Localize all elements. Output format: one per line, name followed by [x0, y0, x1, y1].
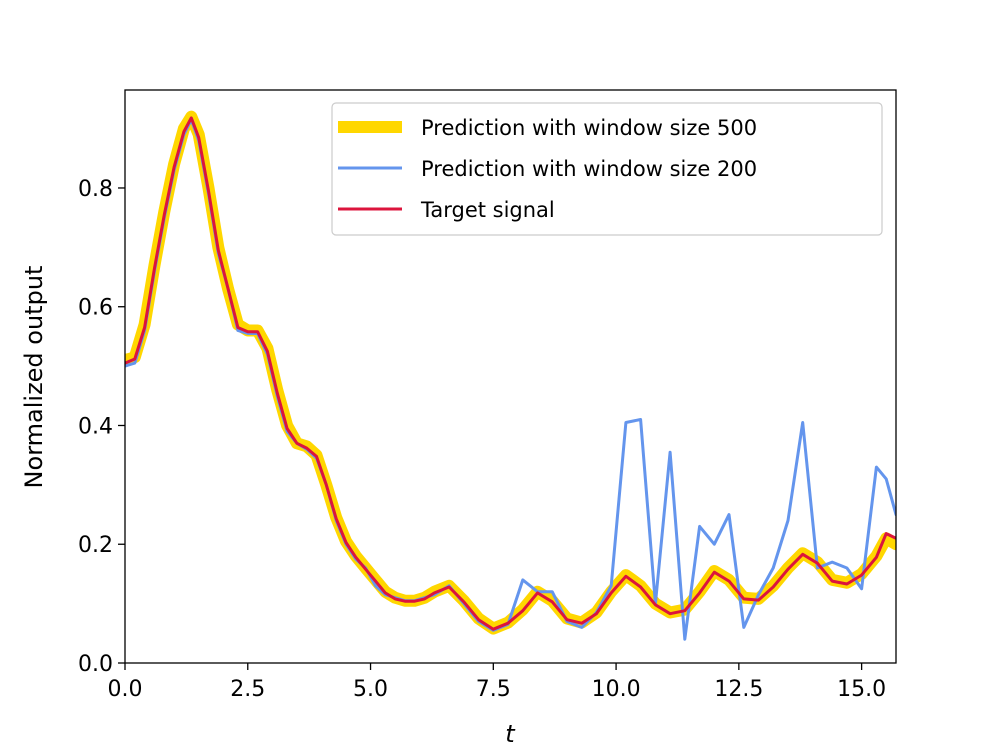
series-line-2 — [125, 116, 896, 631]
y-tick-label: 0.2 — [78, 533, 113, 558]
legend-label-2: Target signal — [420, 198, 555, 222]
y-tick-label: 0.6 — [78, 296, 113, 321]
x-tick-label: 12.5 — [714, 677, 763, 702]
y-tick-label: 0.0 — [78, 652, 113, 677]
series-layer — [125, 110, 896, 641]
y-axis-ticks: 0.0 0.2 0.4 0.6 0.8 — [78, 177, 125, 677]
legend-box — [331, 102, 883, 236]
legend: Prediction with window size 500 Predictio… — [331, 102, 883, 236]
x-axis-label: t — [505, 720, 516, 747]
x-tick-label: 15.0 — [837, 677, 886, 702]
x-tick-label: 5.0 — [353, 677, 388, 702]
y-tick-label: 0.4 — [78, 414, 113, 439]
x-axis-ticks: 0.0 2.5 5.0 7.5 10.0 12.5 15.0 — [108, 663, 886, 702]
x-tick-label: 0.0 — [108, 677, 143, 702]
y-axis-label: Normalized output — [20, 266, 48, 489]
x-tick-label: 10.0 — [592, 677, 641, 702]
x-tick-label: 2.5 — [230, 677, 265, 702]
plot-frame — [124, 89, 897, 664]
y-tick-label: 0.8 — [78, 177, 113, 202]
x-tick-label: 7.5 — [476, 677, 511, 702]
legend-label-1: Prediction with window size 200 — [421, 157, 757, 181]
legend-label-0: Prediction with window size 500 — [421, 116, 757, 140]
